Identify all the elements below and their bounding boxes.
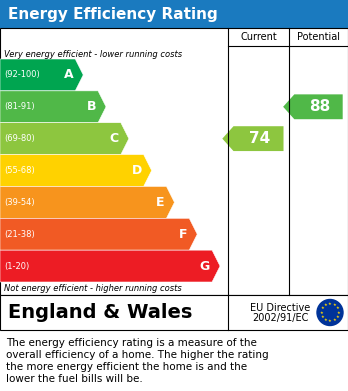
Polygon shape xyxy=(222,126,284,151)
Bar xyxy=(0,295,348,330)
Polygon shape xyxy=(0,250,220,282)
Text: C: C xyxy=(110,132,119,145)
Text: Not energy efficient - higher running costs: Not energy efficient - higher running co… xyxy=(4,284,182,293)
Text: ★: ★ xyxy=(324,318,327,322)
Text: G: G xyxy=(200,260,210,273)
Polygon shape xyxy=(0,218,197,250)
Text: ★: ★ xyxy=(324,303,327,307)
Text: 74: 74 xyxy=(249,131,270,146)
Text: lower the fuel bills will be.: lower the fuel bills will be. xyxy=(6,374,143,384)
Text: The energy efficiency rating is a measure of the: The energy efficiency rating is a measur… xyxy=(6,338,257,348)
Text: ★: ★ xyxy=(328,319,332,323)
Text: ★: ★ xyxy=(336,315,340,319)
Text: (39-54): (39-54) xyxy=(4,198,34,207)
Text: (21-38): (21-38) xyxy=(4,230,35,239)
Text: (69-80): (69-80) xyxy=(4,134,35,143)
Text: the more energy efficient the home is and the: the more energy efficient the home is an… xyxy=(6,362,247,372)
Text: ★: ★ xyxy=(328,302,332,306)
Text: ★: ★ xyxy=(321,306,324,310)
Text: D: D xyxy=(132,164,142,177)
Polygon shape xyxy=(0,59,83,91)
Polygon shape xyxy=(0,123,129,154)
Circle shape xyxy=(317,300,343,325)
Text: ★: ★ xyxy=(333,303,336,307)
Text: Current: Current xyxy=(240,32,277,42)
Text: B: B xyxy=(87,100,96,113)
Text: (55-68): (55-68) xyxy=(4,166,35,175)
Text: overall efficiency of a home. The higher the rating: overall efficiency of a home. The higher… xyxy=(6,350,269,360)
Text: (1-20): (1-20) xyxy=(4,262,29,271)
Polygon shape xyxy=(0,154,152,187)
Text: ★: ★ xyxy=(321,315,324,319)
FancyBboxPatch shape xyxy=(0,0,348,28)
Text: E: E xyxy=(156,196,165,209)
Text: Energy Efficiency Rating: Energy Efficiency Rating xyxy=(8,7,218,22)
Text: F: F xyxy=(179,228,187,241)
Text: England & Wales: England & Wales xyxy=(8,303,192,322)
Text: (81-91): (81-91) xyxy=(4,102,34,111)
Text: A: A xyxy=(64,68,73,81)
Text: Potential: Potential xyxy=(297,32,340,42)
Text: ★: ★ xyxy=(333,318,336,322)
Text: 2002/91/EC: 2002/91/EC xyxy=(252,313,308,323)
Text: ★: ★ xyxy=(337,310,341,314)
Polygon shape xyxy=(0,187,174,218)
Polygon shape xyxy=(283,94,343,119)
Text: ★: ★ xyxy=(336,306,340,310)
Text: ★: ★ xyxy=(319,310,323,314)
Text: 88: 88 xyxy=(309,99,330,114)
Text: EU Directive: EU Directive xyxy=(250,303,310,313)
Bar xyxy=(0,28,348,295)
Polygon shape xyxy=(0,91,106,123)
Text: (92-100): (92-100) xyxy=(4,70,40,79)
Text: Very energy efficient - lower running costs: Very energy efficient - lower running co… xyxy=(4,50,182,59)
